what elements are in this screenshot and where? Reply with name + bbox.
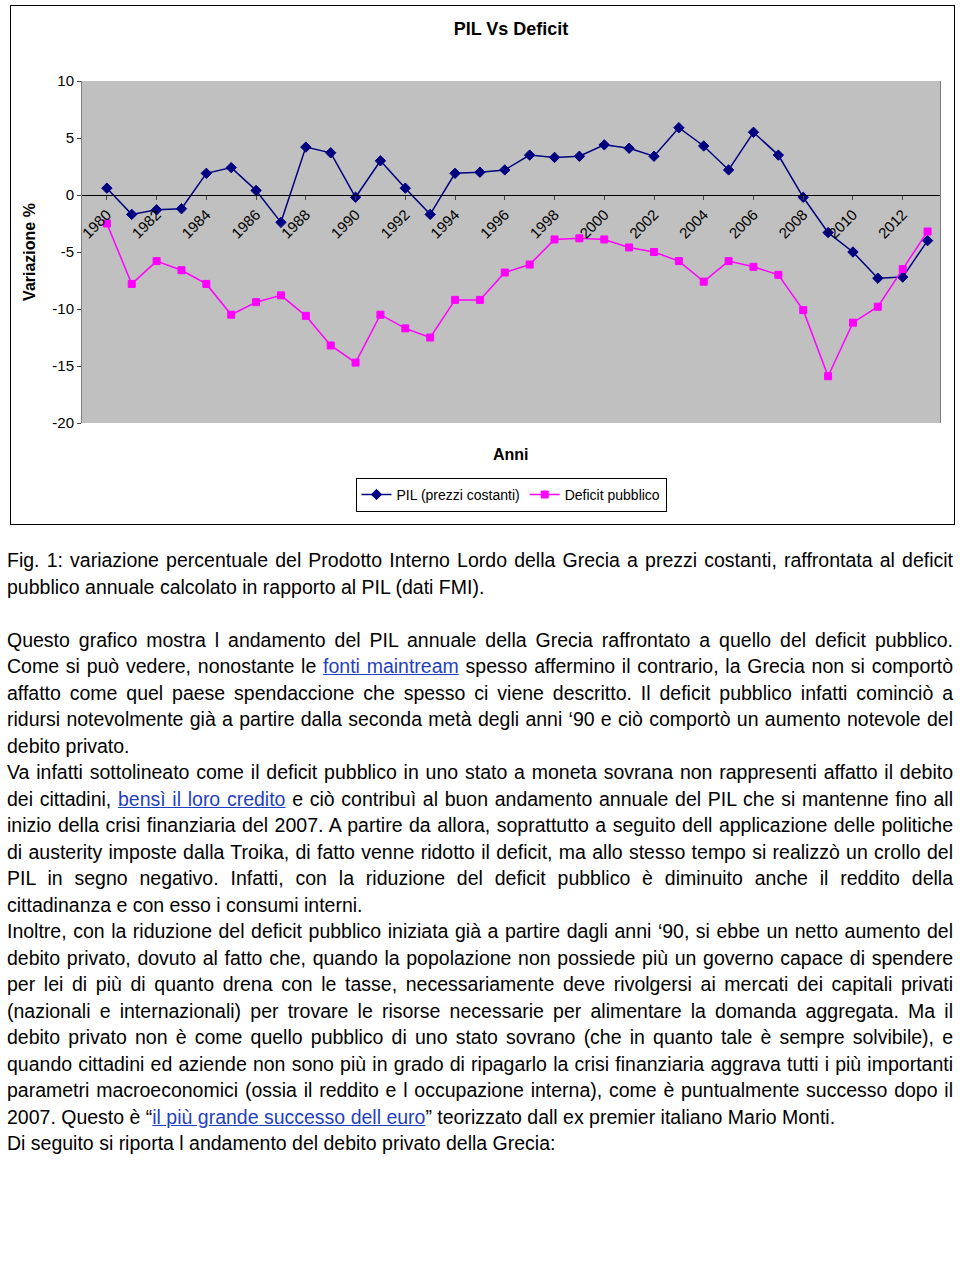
svg-text:Deficit pubblico: Deficit pubblico: [565, 487, 660, 503]
svg-text:-5: -5: [61, 243, 74, 260]
html-text:Inoltre, con la riduzione del: Inoltre, con la riduzione del deficit pu…: [7, 920, 953, 1128]
svg-text:1998: 1998: [526, 206, 562, 242]
svg-text:PIL Vs Deficit: PIL Vs Deficit: [454, 19, 569, 39]
svg-text:1986: 1986: [228, 206, 264, 242]
html-text:Questo grafico mostra l andame: Questo grafico mostra l andamento del PI…: [7, 628, 953, 757]
svg-text:2000: 2000: [576, 206, 612, 242]
svg-text:2008: 2008: [775, 206, 811, 242]
svg-text:1982: 1982: [128, 206, 164, 242]
svg-text:Anni: Anni: [493, 446, 529, 463]
svg-text:0: 0: [66, 186, 74, 203]
svg-text:2004: 2004: [676, 206, 712, 242]
svg-text:1992: 1992: [377, 206, 413, 242]
svg-text:2002: 2002: [626, 206, 662, 242]
svg-text:1990: 1990: [327, 206, 363, 242]
svg-text:Variazione %: Variazione %: [21, 203, 38, 301]
svg-text:-20: -20: [52, 414, 74, 431]
svg-text:2012: 2012: [875, 206, 911, 242]
svg-text:2006: 2006: [725, 206, 761, 242]
svg-text:PIL (prezzi costanti): PIL (prezzi costanti): [397, 487, 520, 503]
svg-text:-10: -10: [52, 300, 74, 317]
svg-text:1996: 1996: [477, 206, 513, 242]
html-text:Fig. 1: variazione percentuale: Fig. 1: variazione percentuale del Prodo…: [7, 549, 953, 598]
svg-text:1984: 1984: [178, 206, 214, 242]
svg-text:1994: 1994: [427, 206, 463, 242]
svg-text:10: 10: [57, 72, 74, 89]
svg-text:1988: 1988: [278, 206, 314, 242]
html-text:Va infatti sottolineato come i: Va infatti sottolineato come il deficit …: [7, 761, 953, 916]
html-text:Di seguito si riporta l andame: Di seguito si riporta l andamento del de…: [7, 1132, 556, 1154]
svg-text:5: 5: [66, 129, 74, 146]
svg-text:1980: 1980: [79, 206, 115, 242]
svg-text:2010: 2010: [825, 206, 861, 242]
svg-text:-15: -15: [52, 357, 74, 374]
